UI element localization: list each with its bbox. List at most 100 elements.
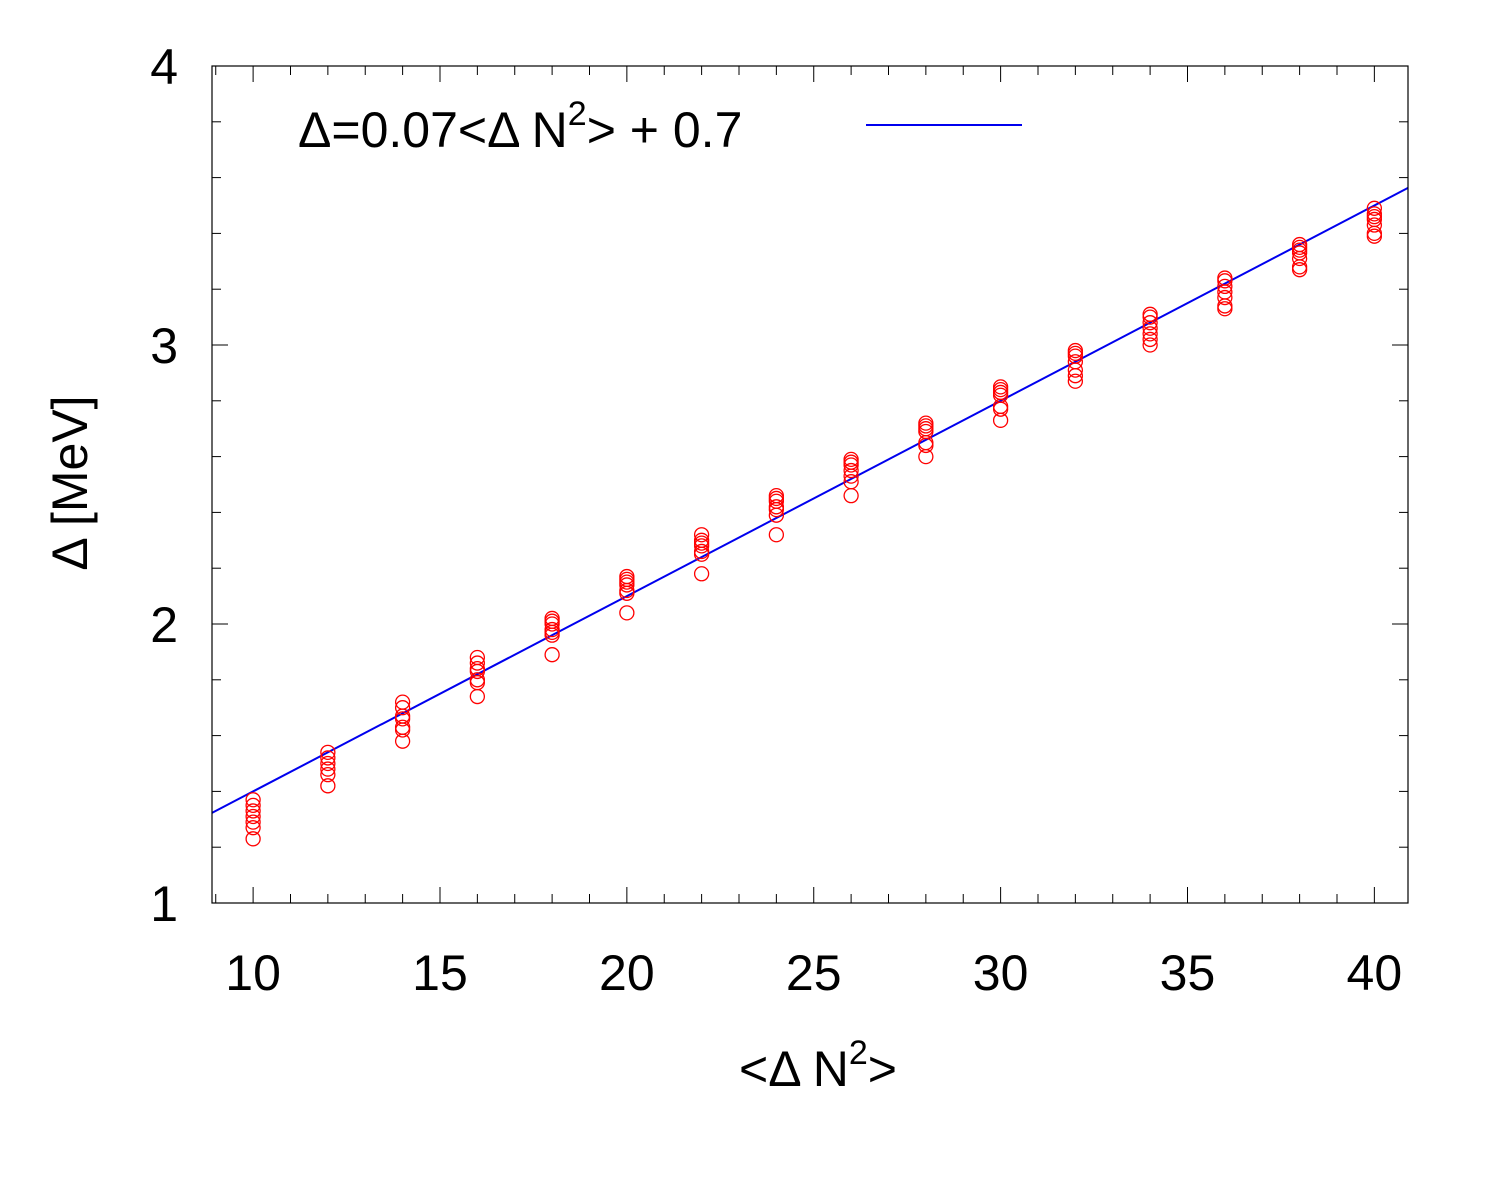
fit-line-group — [212, 187, 1408, 814]
data-point — [693, 535, 710, 551]
data-point — [1142, 306, 1158, 322]
x-tick-label: 15 — [412, 945, 468, 1001]
x-tick-label: 10 — [225, 945, 281, 1001]
data-point — [469, 672, 486, 688]
y-tick-label: 2 — [150, 597, 178, 653]
axis-ticks — [212, 65, 1408, 904]
data-point — [918, 448, 934, 465]
data-point — [245, 820, 261, 836]
data-point — [1142, 326, 1158, 342]
data-point — [843, 462, 859, 479]
data-point — [768, 527, 785, 543]
x-tick-label: 25 — [786, 945, 842, 1001]
data-point — [992, 379, 1009, 395]
data-point — [843, 488, 859, 504]
legend-label-main: Δ=0.07<Δ N — [298, 102, 568, 158]
x-tick-label: 35 — [1160, 945, 1216, 1001]
data-point — [1217, 289, 1233, 306]
data-point — [245, 792, 261, 808]
legend-label: Δ=0.07<Δ N2> + 0.7 — [298, 95, 742, 158]
data-points — [245, 200, 1383, 847]
x-axis-label: <Δ N2> — [739, 1034, 897, 1097]
data-point — [1217, 301, 1233, 317]
data-point — [1217, 278, 1233, 295]
data-point — [1366, 217, 1383, 233]
x-axis-label-superscript: 2 — [849, 1034, 868, 1072]
fit-line — [212, 187, 1408, 814]
x-tick-label: 40 — [1347, 945, 1403, 1001]
data-point — [544, 647, 560, 663]
data-point — [245, 814, 261, 830]
y-axis-label: Δ [MeV] — [42, 395, 98, 570]
axis-tick-labels: 10 15 20 25 30 35 40 1 2 3 4 — [150, 39, 1402, 1001]
data-point — [469, 660, 486, 677]
data-point — [1366, 209, 1383, 225]
data-point — [320, 761, 336, 777]
data-point — [1291, 236, 1308, 253]
data-point — [992, 412, 1009, 428]
data-point — [1366, 228, 1383, 244]
data-point — [1142, 331, 1158, 348]
data-point — [1217, 270, 1233, 286]
data-point — [320, 755, 336, 772]
data-point — [693, 532, 710, 548]
legend-label-superscript: 2 — [568, 95, 587, 133]
data-point — [1366, 200, 1383, 216]
y-tick-label: 3 — [150, 318, 178, 374]
x-axis-label-suffix: > — [868, 1041, 897, 1097]
data-point — [768, 490, 785, 507]
data-point — [1067, 342, 1084, 359]
x-axis-label-main: <Δ N — [739, 1041, 849, 1097]
data-point — [320, 750, 336, 766]
plot-frame — [211, 65, 1409, 904]
data-point — [992, 401, 1009, 417]
data-point — [1067, 373, 1084, 389]
data-point — [320, 744, 336, 760]
data-point — [394, 700, 411, 716]
y-tick-label: 4 — [150, 39, 178, 95]
data-point — [320, 767, 336, 783]
data-point — [1291, 262, 1308, 278]
data-point — [469, 649, 486, 666]
data-point — [619, 605, 635, 621]
data-point — [843, 451, 859, 468]
data-point — [245, 831, 261, 847]
data-point — [544, 621, 560, 638]
legend: Δ=0.07<Δ N2> + 0.7 — [298, 95, 1022, 158]
data-point — [693, 566, 710, 582]
data-point — [544, 610, 560, 627]
legend-label-suffix: > + 0.7 — [587, 102, 743, 158]
data-point — [1366, 225, 1383, 242]
data-point — [469, 688, 486, 705]
data-point — [245, 808, 261, 825]
data-point — [1142, 315, 1158, 331]
data-point — [843, 454, 859, 470]
data-point — [843, 474, 859, 490]
data-point — [693, 527, 710, 543]
data-point — [320, 778, 336, 794]
data-point — [1291, 259, 1308, 275]
data-point — [768, 499, 785, 515]
data-point — [394, 694, 411, 710]
data-point — [394, 733, 411, 749]
data-point — [245, 797, 261, 813]
data-point — [1217, 298, 1233, 314]
y-tick-label: 1 — [150, 876, 178, 932]
data-point — [768, 488, 785, 504]
data-point — [394, 722, 411, 738]
data-point — [693, 543, 710, 560]
data-point — [1142, 337, 1158, 353]
data-point — [469, 655, 486, 671]
data-point — [1067, 345, 1084, 362]
data-point — [1366, 206, 1383, 222]
data-point — [245, 803, 261, 819]
data-point — [918, 415, 934, 431]
data-point — [394, 719, 411, 735]
x-tick-label: 30 — [973, 945, 1029, 1001]
data-point — [619, 568, 635, 585]
x-tick-label: 20 — [599, 945, 655, 1001]
data-point — [1067, 354, 1084, 370]
data-point — [544, 613, 560, 629]
data-point — [469, 674, 486, 691]
